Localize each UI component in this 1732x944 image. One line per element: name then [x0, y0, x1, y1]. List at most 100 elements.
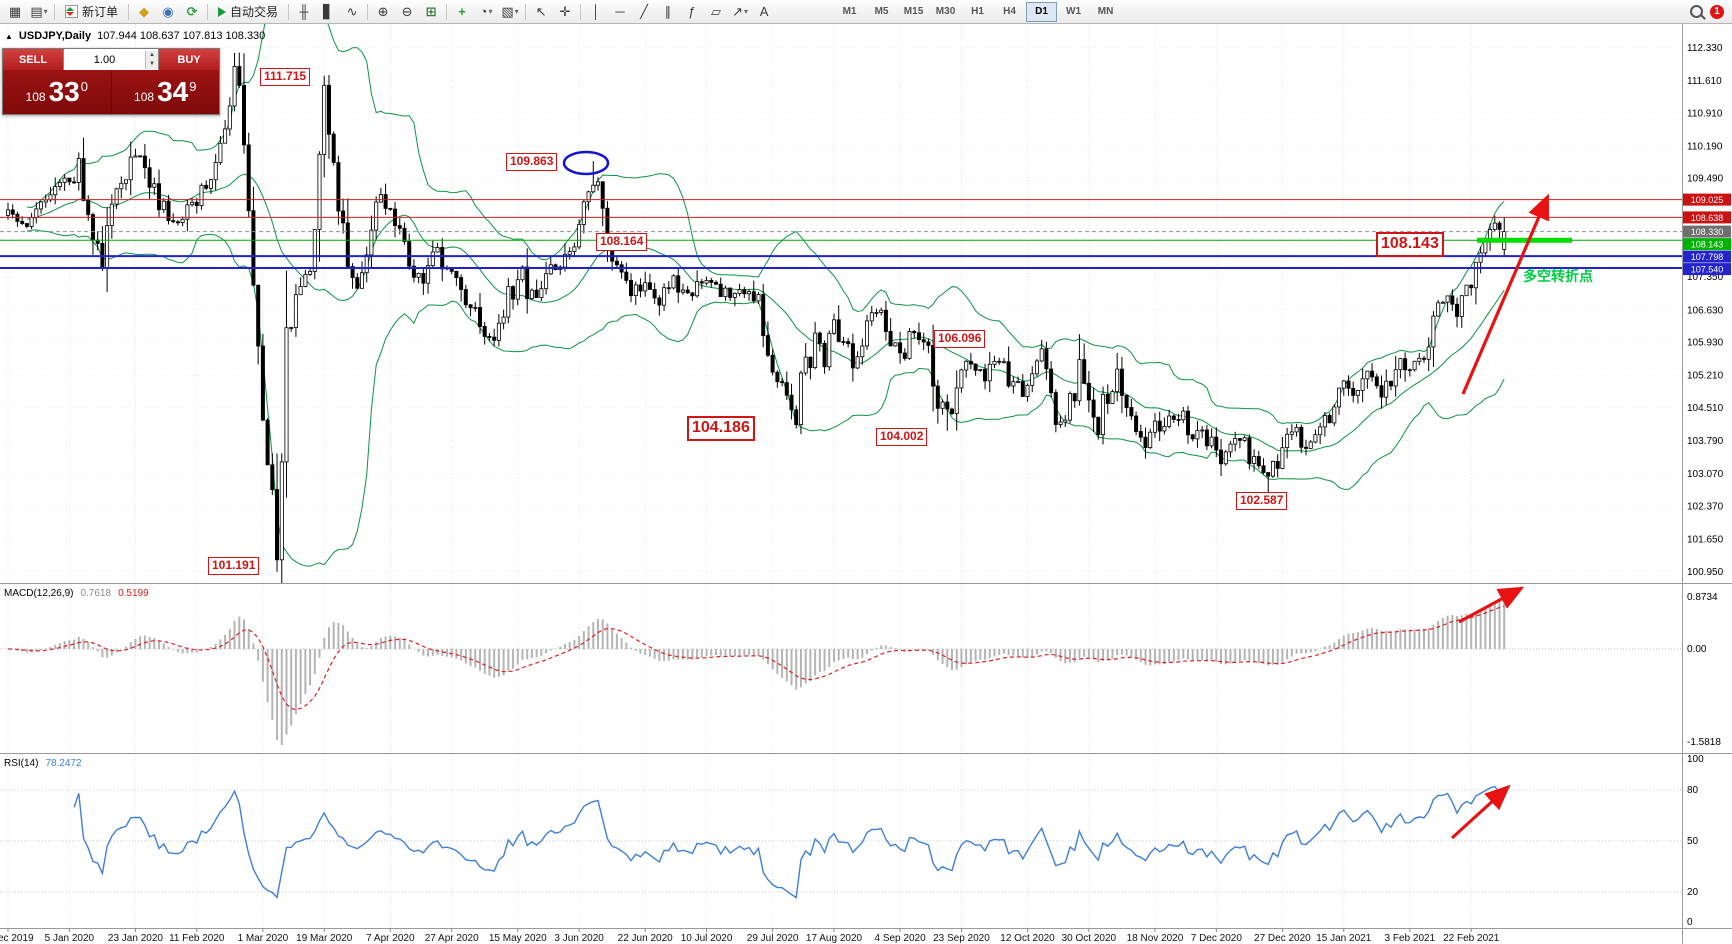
sell-button[interactable]: SELL [3, 49, 63, 70]
autotrading-button[interactable]: 自动交易 [211, 1, 285, 23]
toolbar-separator [207, 3, 209, 20]
date-axis-label: 23 Jan 2020 [108, 933, 163, 944]
timeframe-d1[interactable]: D1 [1026, 1, 1058, 22]
cursor-icon[interactable]: ↖ [529, 1, 553, 23]
buy-price-button[interactable]: 108 34 9 [112, 70, 220, 114]
indicators-icon[interactable]: + [450, 1, 474, 23]
timeframe-m30[interactable]: M30 [935, 6, 956, 17]
date-axis-label: 29 Jul 2020 [747, 933, 799, 944]
trade-panel-price-row: 108 33 0 108 34 9 [3, 70, 219, 114]
zoom-in-icon-glyph: ⊕ [377, 3, 389, 19]
text-label-icon[interactable]: A [752, 1, 776, 23]
trendline-icon[interactable]: ╱ [632, 1, 656, 23]
trend-arrow[interactable] [1450, 784, 1511, 840]
main-chart-layer [6, 24, 1507, 583]
price-label-annotation[interactable]: 109.863 [506, 153, 558, 171]
bars-chart-icon[interactable]: ╫ [292, 1, 316, 23]
price-axis-label: 100.950 [1687, 567, 1724, 578]
price-tag: 107.540 [1691, 265, 1724, 275]
templates-icon[interactable]: ▧ ▾ [498, 1, 522, 23]
price-label-annotation[interactable]: 106.096 [934, 330, 986, 348]
fibonacci-icon[interactable]: ƒ [680, 1, 704, 23]
date-axis-label: 4 Sep 2020 [874, 933, 926, 944]
volume-spin-buttons[interactable]: ▲ ▼ [145, 50, 158, 69]
crosshair-icon[interactable]: ✛ [553, 1, 577, 23]
date-axis-label: 18 Nov 2020 [1127, 933, 1184, 944]
price-tag: 108.638 [1691, 213, 1724, 223]
volume-up-icon[interactable]: ▲ [146, 50, 158, 60]
price-tag: 109.025 [1691, 195, 1724, 205]
sell-price-base: 108 [25, 90, 46, 104]
symbol-header: ▲ USDJPY,Daily 107.944 108.637 107.813 1… [5, 30, 265, 42]
notification-badge[interactable]: 1 [1710, 4, 1724, 19]
price-tag: 108.143 [1691, 240, 1724, 250]
buy-button[interactable]: BUY [159, 49, 219, 70]
vertical-line-icon[interactable]: │ [584, 1, 608, 23]
tile-windows-icon-glyph: ⊞ [425, 3, 437, 19]
timeframe-m15[interactable]: M15 [903, 6, 924, 17]
channel-icon[interactable]: ∥ [656, 1, 680, 23]
price-label-annotation[interactable]: 104.186 [687, 416, 755, 441]
channel-icon-glyph: ∥ [664, 3, 672, 19]
arrows-icon-glyph: ↗ [732, 3, 743, 19]
date-axis-label: 1 Mar 2020 [238, 933, 289, 944]
new-chart-icon-glyph: ▦ [8, 3, 22, 19]
vertical-line-icon-glyph: │ [591, 4, 601, 19]
autotrading-button-label: 自动交易 [230, 5, 279, 19]
timeframe-w1[interactable]: W1 [1066, 6, 1082, 17]
timeframe-h4[interactable]: H4 [1003, 6, 1016, 17]
horizontal-line-icon[interactable]: ─ [608, 1, 632, 23]
zoom-in-icon[interactable]: ⊕ [371, 1, 395, 23]
tile-windows-icon[interactable]: ⊞ [419, 1, 443, 23]
price-label-annotation[interactable]: 101.191 [208, 557, 260, 575]
sell-price-button[interactable]: 108 33 0 [3, 70, 111, 114]
shapes-icon-glyph: ▱ [711, 3, 722, 19]
cursor-icon-glyph: ↖ [535, 3, 547, 19]
favorites-icon[interactable]: ◆ [132, 1, 156, 23]
volume-down-icon[interactable]: ▼ [146, 59, 158, 69]
date-axis-label: 22 Feb 2021 [1443, 933, 1500, 944]
highlight-ellipse[interactable] [562, 150, 610, 176]
community-icon[interactable]: ◉ [156, 1, 180, 23]
price-label-annotation[interactable]: 108.143 [1376, 232, 1444, 257]
toolbar-separator [525, 3, 527, 20]
timeframe-m1[interactable]: M1 [842, 6, 857, 17]
timeframe-h1[interactable]: H1 [971, 6, 984, 17]
toolbar-separator [288, 3, 290, 20]
price-label-annotation[interactable]: 102.587 [1236, 492, 1288, 510]
new-chart-icon[interactable]: ▦ [3, 1, 27, 23]
turning-point-note[interactable]: 多空转折点 [1523, 268, 1593, 284]
shapes-icon[interactable]: ▱ [704, 1, 728, 23]
timeframe-mn[interactable]: MN [1097, 6, 1114, 17]
timeframe-m5[interactable]: M5 [874, 6, 889, 17]
refresh-icon-glyph: ⟳ [186, 3, 198, 19]
macd-axis-label: 0.8734 [1687, 592, 1718, 603]
price-axis-label: 103.070 [1687, 469, 1724, 480]
date-axis-label: 11 Feb 2020 [169, 933, 225, 944]
line-chart-icon[interactable]: ∿ [340, 1, 364, 23]
sell-price-pips: 33 [48, 76, 80, 107]
rsi-value: 78.2472 [45, 758, 82, 769]
search-icon[interactable] [1690, 5, 1703, 18]
new-order-button[interactable]: 新订单 [58, 1, 125, 23]
volume-stepper[interactable]: 1.00 ▲ ▼ [63, 49, 159, 70]
rsi-axis-label: 0 [1687, 917, 1693, 928]
zoom-out-icon[interactable]: ⊖ [395, 1, 419, 23]
refresh-icon[interactable]: ⟳ [180, 1, 204, 23]
toolbar-separator [446, 3, 448, 20]
periods-icon[interactable]: ◔ ▾ [474, 1, 498, 23]
trend-arrow[interactable] [1458, 586, 1525, 624]
chart-profiles-icon[interactable]: ▤ ▾ [27, 1, 51, 23]
price-label-annotation[interactable]: 108.164 [596, 233, 648, 251]
trade-panel-divider [110, 70, 112, 114]
price-label-annotation[interactable]: 104.002 [876, 428, 928, 446]
date-axis-label: 30 Oct 2020 [1062, 933, 1117, 944]
candles-chart-icon[interactable]: ▋ [316, 1, 340, 23]
price-label-annotation[interactable]: 111.715 [260, 68, 311, 86]
trend-arrow[interactable] [1461, 193, 1550, 395]
buy-price-point: 9 [189, 78, 197, 94]
macd-label: MACD(12,26,9) 0.7618 0.5199 [4, 588, 149, 599]
date-axis-label: 23 Sep 2020 [933, 933, 990, 944]
arrows-icon[interactable]: ↗ ▾ [728, 1, 752, 23]
